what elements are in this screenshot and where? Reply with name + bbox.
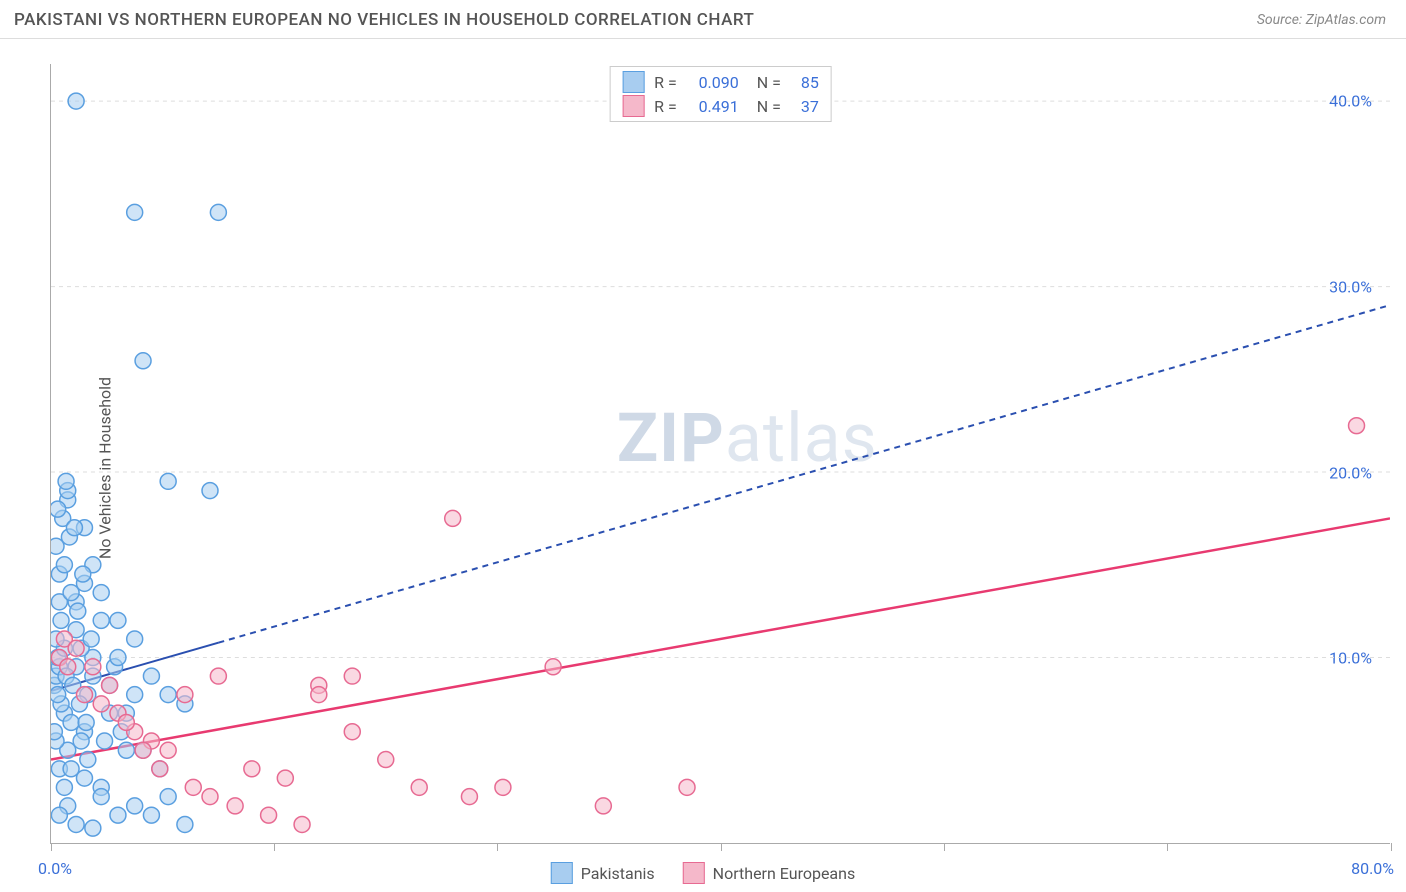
data-point: [118, 742, 134, 758]
data-point: [85, 659, 101, 675]
data-point: [378, 752, 394, 768]
data-point: [51, 501, 66, 517]
data-point: [177, 687, 193, 703]
data-point: [73, 733, 89, 749]
data-point: [93, 612, 109, 628]
data-point: [75, 566, 91, 582]
data-point: [244, 761, 260, 777]
data-point: [160, 742, 176, 758]
data-point: [495, 779, 511, 795]
legend-item-northern-europeans: Northern Europeans: [683, 862, 856, 884]
x-tick: [51, 843, 52, 851]
data-point: [127, 687, 143, 703]
data-point: [63, 714, 79, 730]
data-point: [85, 820, 101, 836]
data-point: [110, 650, 126, 666]
legend-swatch-icon: [622, 95, 644, 117]
x-tick: [274, 843, 275, 851]
data-point: [185, 779, 201, 795]
data-point: [53, 612, 69, 628]
data-point: [127, 631, 143, 647]
x-tick: [497, 843, 498, 851]
data-point: [66, 520, 82, 536]
data-point: [110, 612, 126, 628]
data-point: [76, 687, 92, 703]
data-point: [202, 789, 218, 805]
data-point: [97, 733, 113, 749]
data-point: [277, 770, 293, 786]
data-point: [135, 353, 151, 369]
series-legend: Pakistanis Northern Europeans: [551, 862, 855, 884]
data-point: [56, 779, 72, 795]
chart-container: No Vehicles in Household ZIPatlas R = 0.…: [0, 44, 1406, 892]
data-point: [78, 714, 94, 730]
x-tick: [1167, 843, 1168, 851]
chart-header: PAKISTANI VS NORTHERN EUROPEAN NO VEHICL…: [0, 0, 1406, 39]
data-point: [83, 631, 99, 647]
data-point: [545, 659, 561, 675]
data-point: [210, 668, 226, 684]
data-point: [118, 714, 134, 730]
data-point: [344, 724, 360, 740]
chart-source: Source: ZipAtlas.com: [1257, 12, 1386, 28]
plot-area: ZIPatlas R = 0.090 N = 85 R = 0.491 N = …: [50, 64, 1390, 844]
data-point: [411, 779, 427, 795]
data-point: [80, 752, 96, 768]
legend-item-pakistanis: Pakistanis: [551, 862, 655, 884]
data-point: [127, 798, 143, 814]
legend-swatch-icon: [683, 862, 705, 884]
legend-swatch-icon: [551, 862, 573, 884]
data-point: [68, 816, 84, 832]
data-point: [51, 807, 67, 823]
data-point: [51, 687, 66, 703]
data-point: [143, 668, 159, 684]
data-point: [177, 816, 193, 832]
data-point: [679, 779, 695, 795]
data-point: [135, 742, 151, 758]
data-point: [93, 696, 109, 712]
data-point: [152, 761, 168, 777]
data-point: [93, 585, 109, 601]
data-point: [102, 677, 118, 693]
data-point: [445, 510, 461, 526]
data-point: [127, 204, 143, 220]
plot-svg: [51, 64, 1390, 843]
data-point: [51, 724, 62, 740]
data-point: [202, 483, 218, 499]
legend-row-pakistanis: R = 0.090 N = 85: [622, 71, 819, 93]
data-point: [210, 204, 226, 220]
x-tick: [1391, 843, 1392, 851]
data-point: [261, 807, 277, 823]
data-point: [595, 798, 611, 814]
correlation-legend: R = 0.090 N = 85 R = 0.491 N = 37: [609, 66, 832, 122]
data-point: [68, 640, 84, 656]
data-point: [311, 687, 327, 703]
data-point: [56, 557, 72, 573]
x-axis-end-label: 80.0%: [1351, 859, 1394, 878]
x-tick: [721, 843, 722, 851]
x-tick: [944, 843, 945, 851]
data-point: [461, 789, 477, 805]
data-point: [60, 659, 76, 675]
legend-row-northern-europeans: R = 0.491 N = 37: [622, 95, 819, 117]
legend-swatch-icon: [622, 71, 644, 93]
data-point: [143, 807, 159, 823]
data-point: [68, 93, 84, 109]
data-point: [63, 585, 79, 601]
data-point: [227, 798, 243, 814]
data-point: [1349, 418, 1365, 434]
data-point: [344, 668, 360, 684]
data-point: [63, 761, 79, 777]
data-point: [70, 603, 86, 619]
x-axis-start-label: 0.0%: [38, 859, 72, 878]
data-point: [110, 807, 126, 823]
data-point: [160, 789, 176, 805]
chart-title: PAKISTANI VS NORTHERN EUROPEAN NO VEHICL…: [14, 10, 754, 30]
data-point: [93, 789, 109, 805]
data-point: [160, 687, 176, 703]
data-point: [160, 473, 176, 489]
data-point: [58, 473, 74, 489]
data-point: [294, 816, 310, 832]
